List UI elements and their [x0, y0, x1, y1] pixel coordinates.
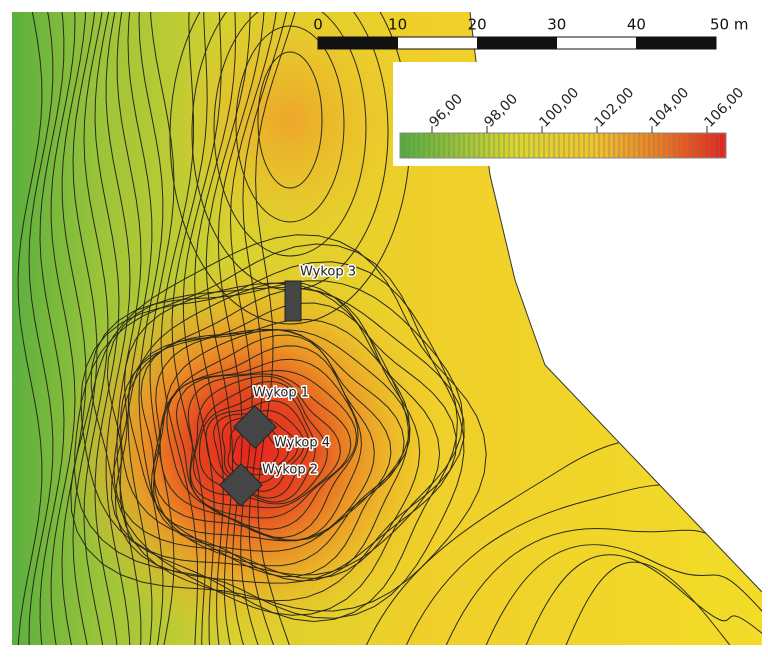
- scale-label: 20: [468, 16, 487, 34]
- contour: [113, 288, 421, 580]
- scale-segment: [318, 37, 398, 49]
- trench-label: Wykop 2: [262, 463, 318, 478]
- trench: [233, 405, 277, 449]
- contour: [221, 416, 298, 484]
- trenches: Wykop 1 Wykop 2 Wykop 3 Wykop 4: [219, 263, 358, 507]
- contour: [187, 373, 352, 519]
- contour: [189, 375, 341, 509]
- contour: [80, 261, 458, 623]
- contour: [72, 12, 98, 645]
- color-ramp: [399, 132, 727, 159]
- scale-label: 40: [627, 16, 646, 34]
- legend: 96,00 98,00 100,00 102,00 104,00 106,00: [393, 62, 747, 166]
- contours: [17, 12, 762, 645]
- contour: [70, 234, 487, 612]
- contour: [106, 286, 465, 602]
- contour: [28, 12, 54, 645]
- contour: [182, 12, 222, 645]
- contour: [525, 554, 762, 645]
- contour: [140, 329, 411, 567]
- contour: [152, 328, 405, 552]
- contour: [83, 12, 109, 645]
- contour: [205, 400, 310, 499]
- contour: [120, 302, 409, 582]
- scale-label: 30: [547, 16, 566, 34]
- contour: [90, 280, 464, 616]
- contour: [74, 243, 465, 619]
- scale-label: 0: [313, 16, 323, 34]
- contour: [138, 12, 164, 645]
- contour: [217, 12, 265, 645]
- contour: [50, 12, 76, 645]
- contour: [114, 282, 457, 584]
- contour: [194, 12, 237, 645]
- contour: [61, 12, 87, 645]
- contour: [235, 25, 345, 223]
- contour: [213, 410, 305, 492]
- trench: [284, 280, 302, 322]
- contour: [17, 12, 43, 645]
- contour: [39, 12, 65, 645]
- contour: [171, 12, 208, 645]
- scale-segment: [477, 37, 557, 49]
- scale-label: 50 m: [710, 16, 748, 34]
- ramp-lines: [403, 133, 725, 158]
- trench-label: Wykop 1: [253, 386, 309, 401]
- trench: [219, 463, 263, 507]
- contour: [485, 544, 762, 645]
- contour: [127, 318, 411, 578]
- scale-label: 10: [388, 16, 407, 34]
- contour: [149, 12, 175, 645]
- contour: [175, 369, 358, 530]
- contour: [198, 389, 316, 503]
- scale-labels: 0 10 20 30 40 50 m: [313, 16, 748, 34]
- scale-segment: [636, 37, 716, 49]
- contour: [111, 281, 441, 576]
- contour: [565, 561, 731, 645]
- scale-bar: 0 10 20 30 40 50 m: [313, 16, 748, 50]
- contour: [192, 381, 328, 505]
- contour: [116, 12, 142, 645]
- contour: [213, 12, 367, 257]
- trench-label: Wykop 3: [300, 265, 356, 280]
- contour: [257, 51, 323, 189]
- contour: [166, 358, 359, 539]
- trench-label: Wykop 4: [274, 436, 330, 451]
